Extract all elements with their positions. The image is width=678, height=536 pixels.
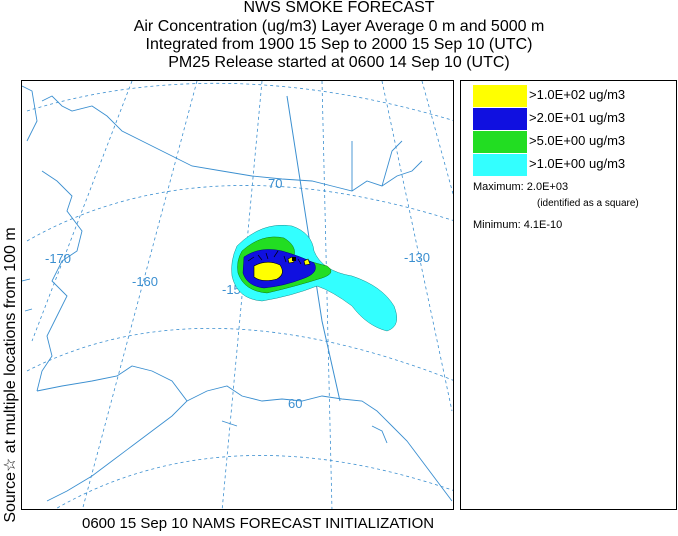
subtitle-release: PM25 Release started at 0600 14 Sep 10 (… — [168, 54, 510, 71]
lon-170-line — [31, 81, 133, 342]
page-title: NWS SMOKE FORECAST — [243, 0, 435, 16]
maximum-note: (identified as a square) — [537, 198, 639, 209]
legend-swatch-blue — [473, 108, 527, 130]
graticule — [26, 81, 453, 509]
legend-label: >1.0E+00 ug/m3 — [529, 156, 626, 171]
border-line — [286, 95, 341, 402]
legend-swatch-yellow — [473, 85, 527, 107]
minimum-label: Minimum: 4.1E-10 — [473, 219, 563, 231]
lon-140-line — [321, 81, 333, 509]
footer-initialization: 0600 15 Sep 10 NAMS FORECAST INITIALIZAT… — [82, 515, 435, 532]
source-side-label: Source☆ at multiple locations from 100 m — [2, 227, 19, 523]
lat-label-60: 60 — [288, 396, 302, 411]
side-label-container: Source☆ at multiple locations from 100 m — [0, 80, 20, 522]
yukon-coast — [351, 140, 403, 191]
legend-label: >1.0E+02 ug/m3 — [529, 87, 626, 102]
lat-60-line — [26, 328, 453, 381]
maximum-square-marker — [292, 257, 296, 261]
lon-label-130: -130 — [404, 250, 430, 265]
lon-160-line — [82, 81, 198, 509]
lon-label-160: -160 — [132, 274, 158, 289]
legend-swatch-green — [473, 131, 527, 153]
lat-80-line — [26, 82, 453, 121]
coastline — [22, 85, 453, 502]
arctic-coast — [41, 95, 423, 192]
lat-70-line — [26, 185, 453, 242]
plume-hotspot-marks — [247, 250, 302, 265]
smoke-plume — [231, 224, 398, 332]
lat-label-70: 70 — [268, 176, 282, 191]
south-coast — [186, 385, 453, 502]
lon-120-line — [421, 81, 453, 196]
plume-contour-100 — [253, 256, 311, 281]
islands — [22, 278, 388, 444]
subtitle-integration: Integrated from 1900 15 Sep to 2000 15 S… — [145, 36, 533, 53]
maximum-label: Maximum: 2.0E+03 — [473, 181, 569, 193]
legend-item: >2.0E+01 ug/m3 — [473, 108, 673, 130]
legend-item: >1.0E+02 ug/m3 — [473, 85, 673, 107]
subtitle-concentration: Air Concentration (ug/m3) Layer Average … — [133, 18, 545, 35]
map-svg: -170 -160 -150 -130 70 60 — [22, 81, 453, 509]
lat-50-line — [54, 455, 453, 509]
legend-panel: >1.0E+02 ug/m3 >2.0E+01 ug/m3 >5.0E+00 u… — [460, 80, 677, 510]
legend-swatch-cyan — [473, 154, 527, 176]
map-panel: -170 -160 -150 -130 70 60 — [21, 80, 454, 510]
lon-130-line — [381, 81, 453, 412]
chukotka — [22, 85, 38, 142]
lon-label-170: -170 — [45, 251, 71, 266]
legend-item: >5.0E+00 ug/m3 — [473, 131, 673, 153]
legend-label: >5.0E+00 ug/m3 — [529, 133, 626, 148]
legend-label: >2.0E+01 ug/m3 — [529, 110, 626, 125]
legend-item: >1.0E+00 ug/m3 — [473, 154, 673, 176]
bristol-coast — [36, 365, 188, 502]
west-coast — [36, 170, 83, 392]
